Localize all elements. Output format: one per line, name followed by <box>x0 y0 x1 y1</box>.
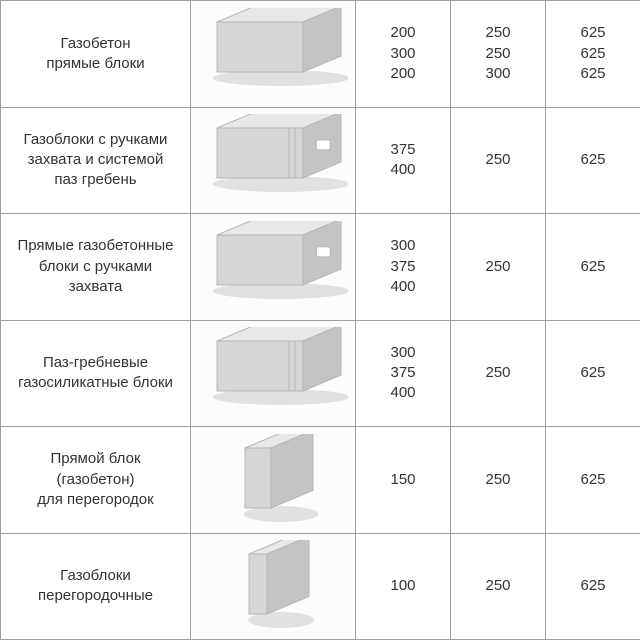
dim-col-3: 625 <box>546 214 640 321</box>
block-image <box>191 107 356 214</box>
table-row: Газоблоки с ручкамизахвата и системойпаз… <box>1 107 640 214</box>
block-image <box>191 1 356 108</box>
blocks-table: Газобетонпрямые блоки2003002002502503006… <box>0 0 640 640</box>
table-row: Прямые газобетонныеблоки с ручкамизахват… <box>1 214 640 321</box>
block-label: Газобетонпрямые блоки <box>1 1 191 108</box>
table-row: Газобетонпрямые блоки 2003002002502503006… <box>1 1 640 108</box>
dim-col-2: 250250300 <box>451 1 546 108</box>
dim-col-2: 250 <box>451 427 546 534</box>
block-image <box>191 214 356 321</box>
dim-col-1: 200300200 <box>356 1 451 108</box>
dim-col-3: 625 <box>546 427 640 534</box>
block-label: Паз-гребневыегазосиликатные блоки <box>1 320 191 427</box>
block-image <box>191 320 356 427</box>
dim-col-2: 250 <box>451 214 546 321</box>
block-label: Прямые газобетонныеблоки с ручкамизахват… <box>1 214 191 321</box>
table-row: Паз-гребневыегазосиликатные блоки 3003754… <box>1 320 640 427</box>
block-label: Прямой блок(газобетон)для перегородок <box>1 427 191 534</box>
block-label: Газоблокиперегородочные <box>1 533 191 640</box>
block-image <box>191 427 356 534</box>
dim-col-1: 375400 <box>356 107 451 214</box>
block-label: Газоблоки с ручкамизахвата и системойпаз… <box>1 107 191 214</box>
dim-col-3: 625625625 <box>546 1 640 108</box>
block-image <box>191 533 356 640</box>
dim-col-3: 625 <box>546 533 640 640</box>
dim-col-1: 100 <box>356 533 451 640</box>
table-row: Прямой блок(газобетон)для перегородок 150… <box>1 427 640 534</box>
dim-col-1: 150 <box>356 427 451 534</box>
dim-col-3: 625 <box>546 320 640 427</box>
dim-col-2: 250 <box>451 533 546 640</box>
dim-col-1: 300375400 <box>356 320 451 427</box>
dim-col-3: 625 <box>546 107 640 214</box>
dim-col-1: 300375400 <box>356 214 451 321</box>
dim-col-2: 250 <box>451 320 546 427</box>
table-row: Газоблокиперегородочные 100250625 <box>1 533 640 640</box>
dim-col-2: 250 <box>451 107 546 214</box>
